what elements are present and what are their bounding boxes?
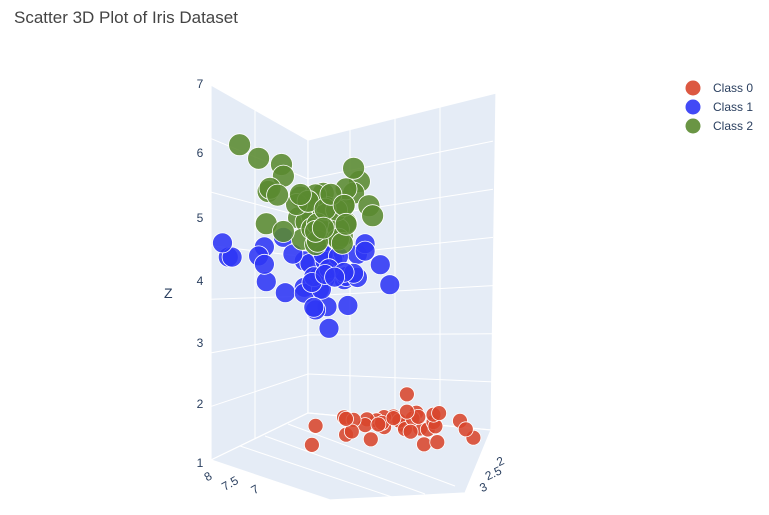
data-point xyxy=(369,254,391,276)
y-tick-label: 2.5 xyxy=(483,463,504,483)
grid-line xyxy=(307,285,494,297)
z-tick-label: 2 xyxy=(197,397,204,411)
data-point xyxy=(337,295,359,316)
z-axis-title: Z xyxy=(164,285,173,301)
data-point xyxy=(332,193,356,217)
grid-line xyxy=(210,373,309,407)
data-point xyxy=(266,183,290,207)
data-point xyxy=(338,410,354,427)
grid-line xyxy=(307,333,494,336)
data-point xyxy=(228,133,252,157)
z-tick-label: 4 xyxy=(197,274,204,288)
z-tick-label: 3 xyxy=(197,336,204,350)
x-tick-label: 7.5 xyxy=(219,473,241,494)
data-point xyxy=(271,220,295,243)
data-point xyxy=(253,253,275,275)
z-tick-label: 6 xyxy=(197,146,204,160)
grid-line xyxy=(264,435,426,495)
data-point xyxy=(354,240,376,262)
data-point xyxy=(212,232,233,254)
z-tick-label: 5 xyxy=(197,211,204,225)
legend-marker xyxy=(685,80,701,96)
data-point xyxy=(398,386,415,403)
data-point xyxy=(342,156,366,180)
data-point xyxy=(303,436,320,453)
data-point xyxy=(431,405,448,422)
data-point xyxy=(370,416,387,433)
data-point xyxy=(398,403,415,420)
data-point xyxy=(307,417,324,434)
data-point xyxy=(361,204,385,228)
x-tick-label: 8 xyxy=(202,469,215,485)
legend-label: Class 2 xyxy=(713,119,753,133)
legend[interactable]: Class 0 Class 1 Class 2 xyxy=(685,80,754,134)
grid-line xyxy=(307,140,494,180)
data-point xyxy=(429,434,446,451)
data-point xyxy=(255,271,277,293)
data-point xyxy=(288,183,312,206)
grid-line xyxy=(287,423,456,487)
data-point xyxy=(379,274,401,296)
data-point xyxy=(303,296,325,318)
z-tick-label: 1 xyxy=(197,456,204,470)
data-point xyxy=(416,436,432,453)
legend-label: Class 0 xyxy=(713,81,753,95)
data-point xyxy=(334,212,358,236)
data-point xyxy=(457,421,474,438)
legend-marker xyxy=(685,118,701,134)
grid-line xyxy=(307,373,494,383)
data-point xyxy=(324,266,346,288)
data-point xyxy=(311,216,335,240)
grid-line xyxy=(239,445,396,499)
chart-title: Scatter 3D Plot of Iris Dataset xyxy=(14,8,238,27)
legend-label: Class 1 xyxy=(713,100,753,114)
data-point xyxy=(362,431,379,448)
grid-line xyxy=(210,334,309,354)
data-point xyxy=(318,317,340,339)
grid-lines xyxy=(210,106,494,499)
data-points xyxy=(212,133,482,453)
data-point xyxy=(385,410,402,427)
z-tick-label: 7 xyxy=(197,77,204,91)
data-point xyxy=(247,146,271,170)
legend-marker xyxy=(685,99,701,115)
x-tick-label: 7 xyxy=(249,482,262,498)
data-point xyxy=(402,423,419,440)
data-point xyxy=(274,282,296,304)
data-point xyxy=(330,231,354,255)
